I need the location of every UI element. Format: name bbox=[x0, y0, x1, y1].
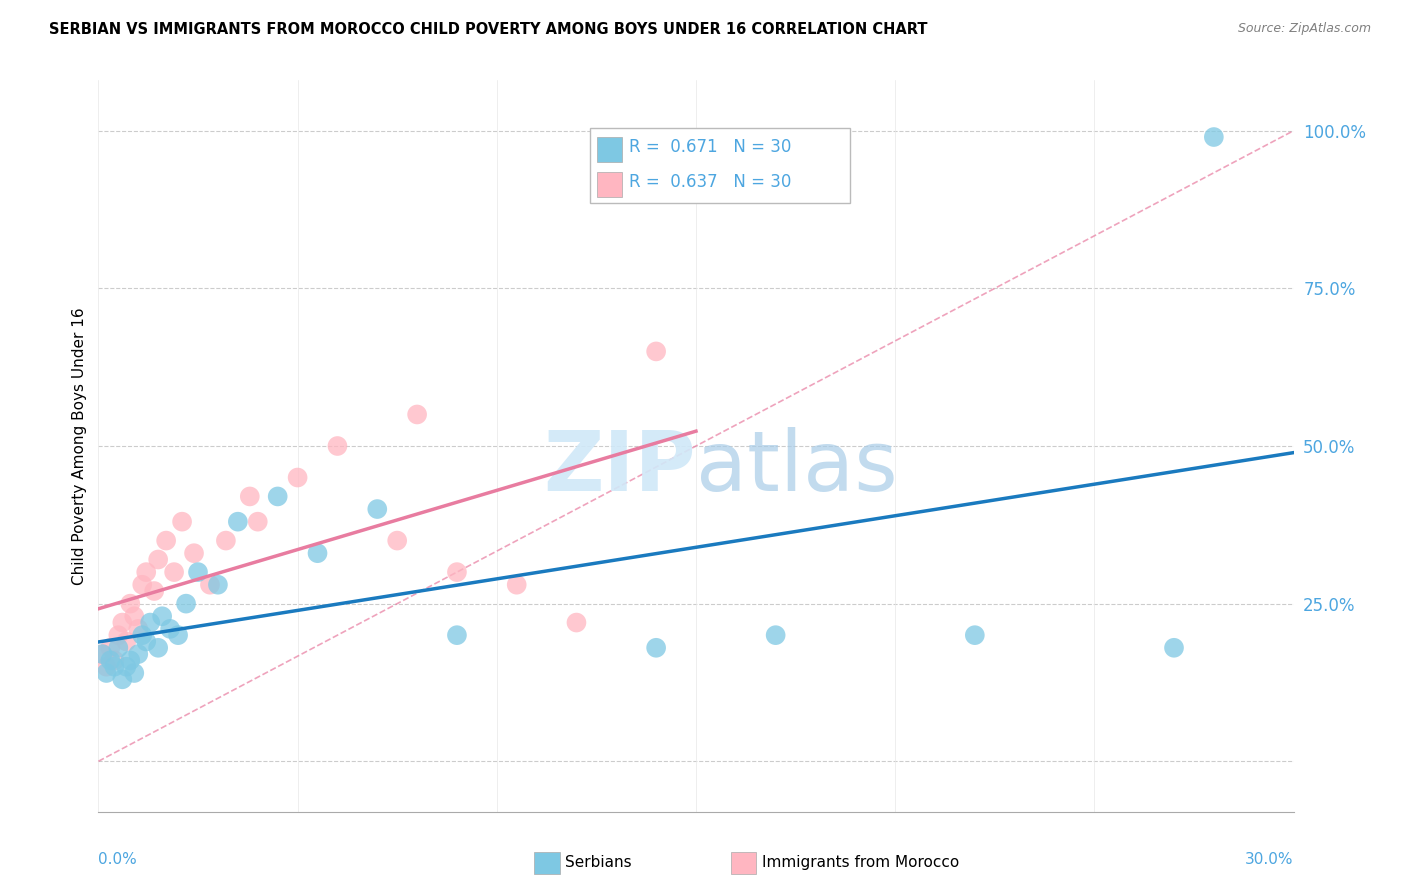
Point bbox=[1202, 130, 1225, 145]
Point bbox=[187, 565, 209, 579]
Point bbox=[139, 615, 162, 630]
Text: SERBIAN VS IMMIGRANTS FROM MOROCCO CHILD POVERTY AMONG BOYS UNDER 16 CORRELATION: SERBIAN VS IMMIGRANTS FROM MOROCCO CHILD… bbox=[49, 22, 928, 37]
Point bbox=[91, 647, 114, 661]
Point bbox=[124, 665, 146, 680]
Point bbox=[645, 344, 668, 359]
Point bbox=[172, 515, 194, 529]
Point bbox=[96, 665, 118, 680]
Point bbox=[107, 628, 129, 642]
Point bbox=[198, 578, 221, 592]
Point bbox=[115, 634, 138, 648]
Point bbox=[1163, 640, 1185, 655]
Point bbox=[135, 565, 157, 579]
Point bbox=[506, 578, 529, 592]
Point bbox=[143, 584, 166, 599]
Point bbox=[135, 634, 157, 648]
Point bbox=[115, 659, 138, 673]
Text: atlas: atlas bbox=[696, 427, 897, 508]
Point bbox=[148, 640, 170, 655]
Point bbox=[131, 578, 153, 592]
Point bbox=[111, 615, 134, 630]
Point bbox=[98, 653, 122, 667]
Point bbox=[765, 628, 787, 642]
Point bbox=[406, 408, 429, 422]
Point bbox=[159, 622, 181, 636]
Point bbox=[124, 609, 146, 624]
Point bbox=[287, 470, 309, 484]
Point bbox=[103, 653, 125, 667]
Point bbox=[174, 597, 197, 611]
Point bbox=[127, 622, 149, 636]
Point bbox=[120, 653, 142, 667]
Point bbox=[246, 515, 269, 529]
Text: Source: ZipAtlas.com: Source: ZipAtlas.com bbox=[1237, 22, 1371, 36]
Point bbox=[96, 659, 118, 673]
Point bbox=[103, 659, 125, 673]
Point bbox=[167, 628, 190, 642]
Point bbox=[107, 640, 129, 655]
Point bbox=[215, 533, 238, 548]
Point bbox=[111, 673, 134, 687]
Y-axis label: Child Poverty Among Boys Under 16: Child Poverty Among Boys Under 16 bbox=[72, 307, 87, 585]
Point bbox=[307, 546, 329, 560]
Point bbox=[150, 609, 173, 624]
Point bbox=[183, 546, 205, 560]
Point bbox=[207, 578, 229, 592]
Point bbox=[239, 490, 262, 504]
Text: 0.0%: 0.0% bbox=[98, 852, 138, 867]
Point bbox=[120, 597, 142, 611]
Point bbox=[91, 647, 114, 661]
Point bbox=[267, 490, 290, 504]
Text: Serbians: Serbians bbox=[565, 855, 631, 870]
Point bbox=[131, 628, 153, 642]
Point bbox=[963, 628, 986, 642]
Point bbox=[98, 640, 122, 655]
Point bbox=[366, 502, 388, 516]
Point bbox=[155, 533, 177, 548]
Point bbox=[226, 515, 249, 529]
Point bbox=[645, 640, 668, 655]
Point bbox=[446, 628, 468, 642]
Point bbox=[326, 439, 349, 453]
Text: Immigrants from Morocco: Immigrants from Morocco bbox=[762, 855, 959, 870]
Point bbox=[565, 615, 588, 630]
Point bbox=[148, 552, 170, 566]
Text: R =  0.637   N = 30: R = 0.637 N = 30 bbox=[630, 173, 792, 191]
Point bbox=[446, 565, 468, 579]
Text: ZIP: ZIP bbox=[544, 427, 696, 508]
Text: R =  0.671   N = 30: R = 0.671 N = 30 bbox=[630, 137, 792, 155]
Point bbox=[127, 647, 149, 661]
Point bbox=[163, 565, 186, 579]
Text: 30.0%: 30.0% bbox=[1246, 852, 1294, 867]
Point bbox=[385, 533, 409, 548]
